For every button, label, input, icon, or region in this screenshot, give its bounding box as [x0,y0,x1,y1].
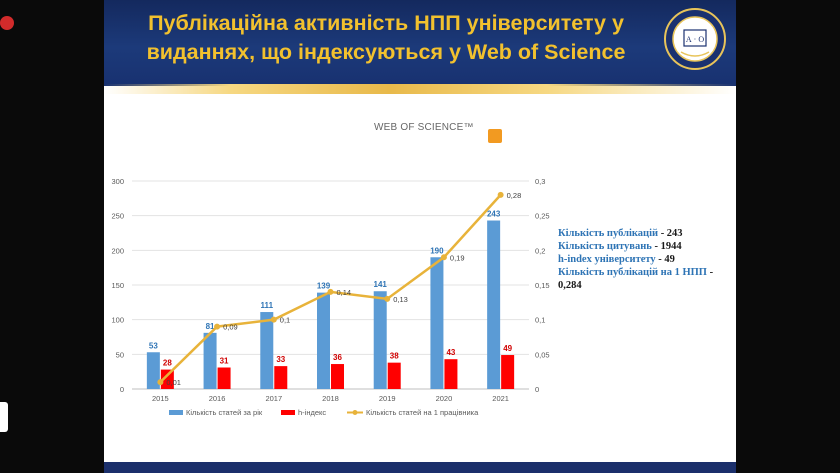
stat-line: Кількість публікацій на 1 НПП - [558,266,736,279]
data-label-per-employee: 0,28 [507,191,522,200]
data-label-per-employee: 0,09 [223,323,238,332]
data-label-articles: 190 [430,246,444,255]
y-tick-label: 300 [111,177,124,186]
bar-articles [146,352,160,389]
data-label-h-index: 33 [276,355,285,364]
legend-swatch [169,410,183,415]
title-banner [104,0,736,86]
publication-chart: 0 50 100 150 200 250 300 0 0,05 0,1 0,15 0,2 0,25 0,3… [111,177,550,417]
data-label-articles: 243 [487,210,501,219]
bar-articles [487,220,501,389]
web-of-science-logo: WEB OF SCIENCE™ [374,122,474,133]
web-of-science-mark-icon [488,129,502,143]
data-label-per-employee: 0,1 [280,316,290,325]
y-tick-label: 0 [120,385,124,394]
point-per-employee [157,379,164,386]
stat-line: Кількість публікацій - 243 [558,227,736,240]
legend-label: h-індекс [298,408,326,417]
stat-label: Кількість цитувань [558,241,652,252]
data-label-h-index: 31 [220,357,229,366]
bar-h-index [217,367,231,389]
data-label-articles: 141 [374,280,388,289]
record-indicator-icon [0,16,14,30]
stat-label: Кількість публікацій [558,228,659,239]
stat-value: - [706,267,714,278]
emblem-text: А · О [686,35,704,44]
side-panel-tab[interactable] [0,402,8,432]
bar-h-index [331,364,344,389]
bar-articles [203,332,217,389]
bar-h-index [501,355,515,389]
data-label-h-index: 43 [446,348,455,357]
data-label-articles: 53 [149,341,158,350]
stat-value: - 1944 [651,241,682,252]
data-label-h-index: 28 [163,359,172,368]
y2-tick-label: 0,05 [535,350,550,359]
y2-tick-label: 0 [535,385,539,394]
stat-value: - 49 [655,254,675,265]
bar-h-index [274,366,288,389]
stat-line: h-index університету - 49 [558,253,736,266]
y-tick-label: 150 [111,281,124,290]
y2-tick-label: 0,1 [535,316,545,325]
bar-h-index [387,362,401,389]
data-label-per-employee: 0,13 [393,295,408,304]
slide-title: Публікаційна активність НПП університету… [146,11,626,64]
footer-bar [104,462,736,473]
y-tick-label: 200 [111,246,124,255]
point-per-employee [384,295,391,302]
y-tick-label: 250 [111,212,124,221]
bar-articles [260,312,274,389]
bar-h-index [160,369,174,389]
bar-articles [317,292,330,389]
data-label-per-employee: 0,01 [166,378,181,387]
point-per-employee [497,191,504,198]
stat-value: 0,284 [558,280,582,291]
legend-swatch [281,410,295,415]
point-per-employee [327,288,334,295]
legend-label: Кількість статей за рік [186,408,263,417]
data-label-articles: 111 [261,301,274,310]
bar-h-index [444,359,458,389]
y2-tick-label: 0,2 [535,246,545,255]
stat-label: h-index університету [558,254,656,265]
bar-articles [373,291,387,389]
data-label-h-index: 49 [503,344,512,353]
data-label-per-employee: 0,14 [337,288,352,297]
y2-tick-label: 0,15 [535,281,550,290]
y-tick-label: 50 [116,350,124,359]
stat-label: Кількість публікацій на 1 НПП [558,267,707,278]
data-label-per-employee: 0,19 [450,253,465,262]
point-per-employee [214,323,221,330]
legend-label: Кількість статей на 1 працівника [366,408,479,417]
banner-gold-stripe [104,84,736,94]
data-label-articles: 81 [206,322,215,331]
x-tick-label: 2015 [152,394,169,403]
x-tick-label: 2019 [379,394,396,403]
stat-value: - 243 [658,228,683,239]
presentation-slide: Публікаційна активність НПП університету… [104,0,736,473]
bar-articles [430,257,444,389]
data-label-articles: 139 [317,282,331,291]
data-label-h-index: 36 [333,353,342,362]
x-tick-label: 2020 [436,394,453,403]
y2-tick-label: 0,3 [535,177,545,186]
x-tick-label: 2016 [209,394,226,403]
point-per-employee [440,254,447,261]
y-tick-label: 100 [111,316,124,325]
stat-line: Кількість цитувань - 1944 [558,240,736,253]
y2-tick-label: 0,25 [535,212,550,221]
summary-stats: Кількість публікацій - 243 Кількість циту… [558,227,736,292]
university-emblem-icon: А · О [664,8,726,70]
point-per-employee [270,316,277,323]
stat-line: 0,284 [558,279,736,292]
x-tick-label: 2021 [492,394,509,403]
x-tick-label: 2018 [322,394,339,403]
legend-swatch-marker [352,410,358,415]
x-tick-label: 2017 [265,394,282,403]
data-label-h-index: 38 [390,352,399,361]
